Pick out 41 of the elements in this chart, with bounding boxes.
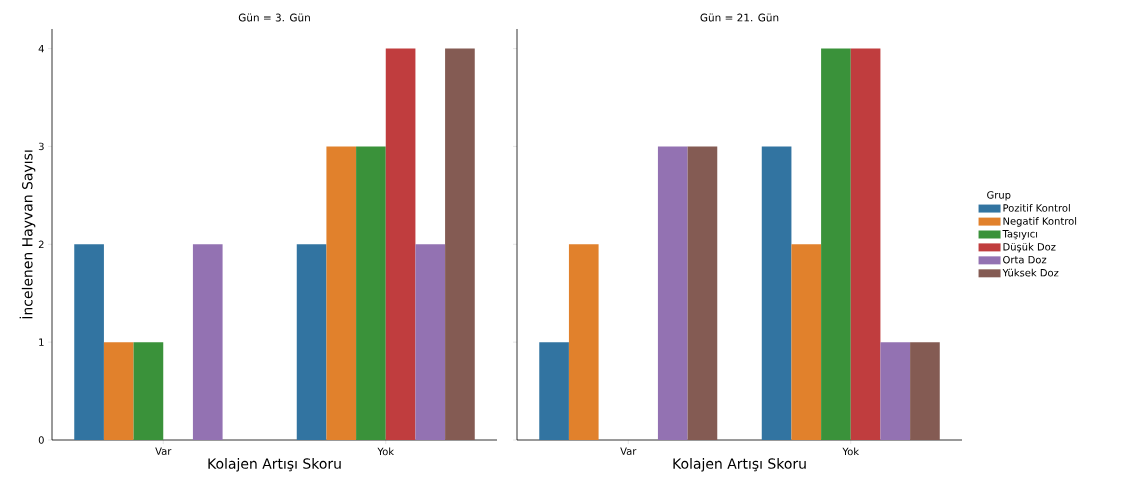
bar (821, 48, 851, 440)
x-tick-label: Var (620, 447, 637, 455)
y-tick-label: 3 (38, 142, 44, 151)
bar (415, 244, 446, 440)
legend-label: Taşıyıcı (1002, 230, 1038, 240)
bar (850, 48, 881, 440)
x-axis-title: Kolajen Artışı Skoru (673, 458, 806, 472)
bar (910, 342, 940, 440)
bar (385, 48, 416, 440)
bar (74, 244, 104, 440)
x-tick-label: Yok (377, 447, 395, 456)
bar (192, 244, 223, 440)
legend-label: Yüksek Doz (1002, 268, 1059, 277)
legend-label: Pozitif Kontrol (1003, 204, 1070, 212)
legend-label: Düşük Doz (1003, 242, 1056, 253)
y-axis-title: İncelenen Hayvan Sayısı (19, 150, 36, 319)
bar (568, 244, 599, 440)
y-tick-label: 2 (38, 240, 44, 248)
bar (356, 146, 386, 440)
x-axis-title: Kolajen Artışı Skoru (208, 458, 341, 472)
bar (761, 146, 792, 440)
bar (880, 342, 911, 440)
y-tick-label: 4 (38, 44, 44, 53)
bar (445, 48, 475, 440)
bar (133, 342, 164, 440)
y-tick-label: 1 (39, 338, 44, 346)
bar (657, 146, 688, 440)
bar (103, 342, 134, 440)
legend-label: Negatif Kontrol (1003, 217, 1077, 227)
legend-title: Grup (987, 191, 1011, 201)
x-tick-label: Yok (842, 447, 860, 456)
chart-title: Gün = 3. Gün (238, 13, 310, 22)
x-tick-label: Var (155, 447, 172, 455)
chart-title: Gün = 21. Gün (700, 13, 779, 22)
legend-label: Orta Doz (1003, 255, 1047, 264)
y-tick-label: 0 (38, 436, 44, 444)
bar (326, 146, 357, 440)
bar (296, 244, 327, 440)
bar (539, 342, 569, 440)
bar (687, 146, 718, 440)
bar (791, 244, 822, 440)
